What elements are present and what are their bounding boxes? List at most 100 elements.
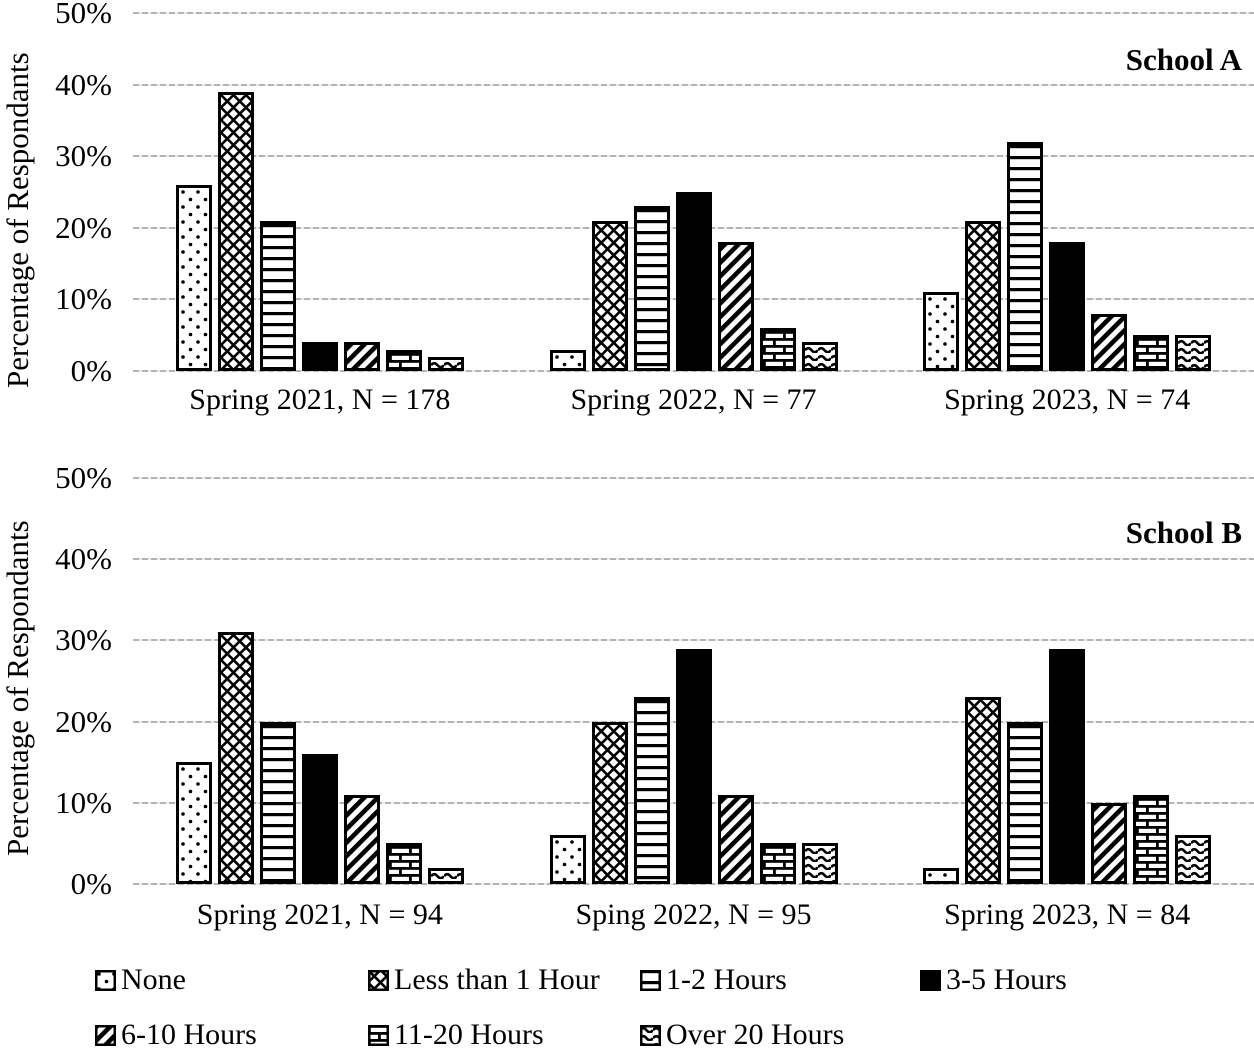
cross-pattern-icon [220, 635, 251, 881]
x-category-label: Spring 2023, N = 74 [944, 383, 1191, 416]
legend-label: 3-5 Hours [946, 963, 1067, 996]
bar-11-20-hours [1133, 795, 1170, 884]
diag-pattern-icon [1094, 806, 1125, 881]
diag-pattern-icon [95, 1024, 116, 1046]
wave-pattern-icon [1178, 338, 1209, 368]
bar-over-20-hours [1175, 335, 1212, 371]
bar-6-10-hours [343, 342, 380, 371]
diag-pattern-icon [720, 245, 751, 368]
bar-over-20-hours [801, 342, 838, 371]
y-tick-label: 30% [55, 622, 112, 657]
y-tick-label: 50% [55, 460, 112, 495]
bar-6-10-hours [717, 242, 754, 371]
bar-less-than-1-hour [217, 92, 254, 371]
x-axis-labels: Spring 2021, N = 178 Spring 2022, N = 77 S… [133, 383, 1254, 417]
bar-1-2-hours [1007, 722, 1044, 884]
bar-group-spring-2023-n-74 [880, 13, 1254, 371]
gridline [133, 12, 1254, 14]
x-category-label: Spring 2023, N = 84 [944, 898, 1191, 931]
diag-pattern-icon [346, 798, 377, 881]
bar-1-2-hours [259, 722, 296, 884]
bar-none [923, 868, 960, 884]
bar-none [175, 762, 212, 884]
legend-item-3-5-hours: 3-5 Hours [920, 963, 1067, 997]
solid-pattern-icon [1052, 245, 1083, 368]
bar-group-spring-2021-n-178 [133, 13, 507, 371]
plot-area: School B [133, 477, 1254, 885]
bar-over-20-hours [427, 868, 464, 884]
gridline [133, 155, 1254, 157]
cross-pattern-icon [594, 725, 625, 881]
gridline [133, 558, 1254, 560]
legend-item-6-10-hours: 6-10 Hours [95, 1018, 257, 1052]
y-tick-label: 10% [55, 281, 112, 316]
gridline [133, 84, 1254, 86]
bar-1-2-hours [259, 221, 296, 371]
solid-pattern-icon [304, 757, 335, 881]
dots-pattern-icon [178, 188, 209, 368]
plot-area: School A [133, 12, 1254, 372]
school-a-label: School A [1125, 42, 1242, 77]
bar-11-20-hours [385, 350, 422, 371]
bar-11-20-hours [385, 843, 422, 884]
x-category-label: Spring 2022, N = 77 [570, 383, 817, 416]
hlines-pattern-icon [640, 969, 661, 991]
solid-pattern-icon [678, 652, 709, 881]
bar-11-20-hours [759, 843, 796, 884]
y-axis-title: Percentage of Respondants [0, 52, 35, 388]
brick-pattern-icon [762, 331, 793, 368]
bar-groups [133, 478, 1254, 884]
y-tick-label: 40% [55, 541, 112, 576]
bar-less-than-1-hour [591, 722, 628, 884]
hlines-pattern-icon [1010, 145, 1041, 368]
wave-pattern-icon [640, 1024, 661, 1046]
y-tick-label: 10% [55, 785, 112, 820]
diag-pattern-icon [1094, 317, 1125, 368]
solid-pattern-icon [1052, 652, 1083, 881]
brick-pattern-icon [388, 846, 419, 881]
chart-school-b: Percentage of Respondants 50% 40% 30% 20% 10… [0, 460, 1254, 931]
bar-group-spring-2022-n-77 [507, 13, 881, 371]
y-tick-label: 50% [55, 0, 112, 30]
brick-pattern-icon [388, 353, 419, 368]
gridline [133, 639, 1254, 641]
legend-item-none: None [95, 963, 186, 997]
cross-pattern-icon [968, 224, 999, 368]
dots-pattern-icon [178, 765, 209, 881]
bar-1-2-hours [1007, 142, 1044, 371]
bar-3-5-hours [301, 342, 338, 371]
solid-pattern-icon [678, 195, 709, 368]
bar-groups [133, 13, 1254, 371]
dots-pattern-icon [552, 353, 583, 368]
x-category-label: Spring 2021, N = 178 [189, 383, 451, 416]
brick-pattern-icon [1136, 798, 1167, 881]
legend-label: Less than 1 Hour [394, 963, 600, 996]
x-category-label: Sping 2022, N = 95 [575, 898, 812, 931]
bar-3-5-hours [675, 649, 712, 884]
cross-pattern-icon [594, 224, 625, 368]
wave-pattern-icon [430, 360, 461, 368]
wave-pattern-icon [804, 345, 835, 368]
bar-3-5-hours [301, 754, 338, 884]
gridline [133, 477, 1254, 479]
legend-label: Over 20 Hours [666, 1018, 845, 1051]
legend-label: None [121, 963, 186, 996]
cross-pattern-icon [220, 95, 251, 368]
bar-group-spring-2023-n-84 [880, 478, 1254, 884]
bar-11-20-hours [759, 328, 796, 371]
bar-none [175, 185, 212, 371]
bar-6-10-hours [343, 795, 380, 884]
x-axis-labels: Spring 2021, N = 94 Sping 2022, N = 95 Spr… [133, 898, 1254, 932]
bar-none [549, 835, 586, 884]
y-tick-label: 30% [55, 138, 112, 173]
bar-6-10-hours [717, 795, 754, 884]
cross-pattern-icon [968, 700, 999, 881]
chart-school-a: Percentage of Respondants 50% 40% 30% 20% 10… [0, 0, 1254, 438]
legend-item-11-20-hours: 11-20 Hours [368, 1018, 544, 1052]
bar-1-2-hours [633, 697, 670, 884]
legend-item-1-2-hours: 1-2 Hours [640, 963, 787, 997]
hlines-pattern-icon [1010, 725, 1041, 881]
hlines-pattern-icon [262, 224, 293, 368]
y-tick-label: 20% [55, 704, 112, 739]
dots-pattern-icon [926, 871, 957, 881]
